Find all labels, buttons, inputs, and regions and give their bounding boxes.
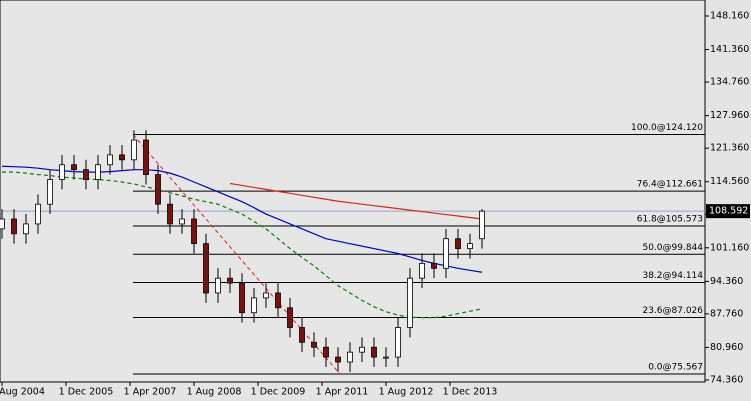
- candle-body: [23, 223, 29, 235]
- y-tick-label: 87.760: [710, 308, 743, 319]
- y-tick-label: 148.160: [710, 10, 749, 21]
- candle-body: [179, 218, 185, 225]
- candle-body: [287, 307, 293, 328]
- candle-body: [311, 341, 317, 348]
- candle-body: [299, 327, 305, 343]
- candle-body: [0, 218, 5, 230]
- trend-line: [132, 134, 341, 375]
- fib-label: 23.6@87.026: [642, 306, 703, 316]
- moving-average: [229, 182, 483, 220]
- fib-label: 61.8@105.573: [637, 215, 703, 225]
- candle-body: [95, 164, 101, 180]
- y-tick-label: 80.960: [710, 342, 743, 353]
- y-tick-label: 127.960: [710, 110, 749, 121]
- candle-body: [431, 262, 437, 269]
- candle-body: [83, 169, 89, 180]
- candle-body: [395, 327, 401, 358]
- candle-body: [407, 277, 413, 328]
- candle-body: [419, 262, 425, 279]
- candle-body: [215, 277, 221, 294]
- fib-label: 50.0@99.844: [642, 243, 703, 253]
- candle-body: [455, 238, 461, 249]
- x-tick-label: Aug 2004: [0, 387, 45, 398]
- candle-body: [251, 297, 257, 314]
- candle-body: [11, 218, 17, 235]
- y-tick-label: 94.360: [710, 276, 743, 287]
- x-tick-label: 1 Aug 2008: [187, 387, 242, 398]
- candle-body: [191, 218, 197, 245]
- y-tick-label: 121.360: [710, 143, 749, 154]
- candle-body: [227, 277, 233, 284]
- candle-body: [323, 346, 329, 358]
- candle-body: [479, 210, 485, 240]
- x-tick-label: 1 Apr 2007: [124, 387, 177, 398]
- y-tick-label: 114.560: [710, 176, 749, 187]
- fib-label: 100.0@124.120: [631, 123, 703, 133]
- candle-body: [263, 292, 269, 299]
- candle-body: [131, 139, 137, 161]
- candle-body: [467, 243, 473, 249]
- moving-average: [1, 165, 483, 273]
- candle-body: [155, 174, 161, 205]
- candle-body: [107, 154, 113, 166]
- candle-body: [443, 238, 449, 269]
- candle-body: [71, 164, 77, 171]
- price-label: 108.592: [709, 206, 748, 217]
- fib-label: 38.2@94.114: [642, 271, 703, 281]
- candle-body: [59, 164, 65, 180]
- candle-body: [239, 282, 245, 314]
- candle-body: [35, 203, 41, 225]
- candle-body: [275, 292, 281, 309]
- candle-body: [143, 139, 149, 176]
- candle-body: [335, 356, 341, 363]
- price-label-box: [706, 204, 750, 219]
- moving-average: [2, 171, 483, 319]
- candle-body: [371, 346, 377, 358]
- y-tick-label: 134.760: [710, 77, 749, 88]
- fib-label: 76.4@112.661: [637, 180, 703, 190]
- candle-body: [359, 346, 365, 353]
- y-tick-label: 101.160: [710, 242, 749, 253]
- candle-body: [347, 351, 353, 363]
- x-tick-label: 1 Aug 2012: [379, 387, 434, 398]
- candle-body: [203, 243, 209, 294]
- x-tick-label: 1 Apr 2011: [316, 387, 369, 398]
- y-tick-label: 141.360: [710, 44, 749, 55]
- x-tick-label: 1 Dec 2009: [251, 387, 306, 398]
- candle-body: [119, 154, 125, 161]
- x-tick-label: 1 Dec 2005: [59, 387, 114, 398]
- y-tick-label: 74.360: [710, 374, 743, 385]
- candle-body: [47, 179, 53, 205]
- candle-body: [383, 356, 389, 359]
- fib-label: 0.0@75.567: [648, 363, 703, 373]
- candle-body: [167, 203, 173, 225]
- x-tick-label: 1 Dec 2013: [443, 387, 498, 398]
